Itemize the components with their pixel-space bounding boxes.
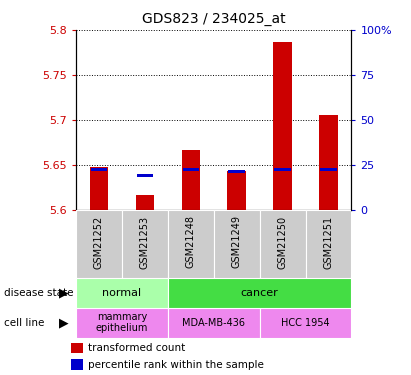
Text: GSM21249: GSM21249 [232, 215, 242, 268]
Text: percentile rank within the sample: percentile rank within the sample [88, 360, 263, 369]
Text: disease state: disease state [4, 288, 74, 297]
Bar [260, 308, 351, 338]
Text: transformed count: transformed count [88, 343, 185, 352]
Bar [122, 210, 168, 278]
Text: mammary
epithelium: mammary epithelium [96, 312, 148, 333]
Bar [229, 170, 245, 172]
Text: HCC 1954: HCC 1954 [281, 318, 330, 327]
Text: GSM21250: GSM21250 [277, 215, 288, 268]
Bar [168, 210, 214, 278]
Bar [91, 168, 107, 171]
Bar [168, 278, 351, 308]
Bar [76, 210, 122, 278]
Text: cancer: cancer [241, 288, 279, 297]
Text: MDA-MB-436: MDA-MB-436 [182, 318, 245, 327]
Bar [76, 308, 168, 338]
Bar [305, 210, 351, 278]
Text: normal: normal [102, 288, 141, 297]
Bar [214, 210, 260, 278]
Text: cell line: cell line [4, 318, 44, 327]
Bar [320, 168, 337, 171]
Bar [274, 168, 291, 171]
Bar [260, 210, 305, 278]
Title: GDS823 / 234025_at: GDS823 / 234025_at [142, 12, 286, 26]
Text: GSM21253: GSM21253 [140, 215, 150, 268]
Bar [136, 195, 154, 210]
Bar [71, 359, 83, 370]
Bar [136, 174, 153, 177]
Text: GSM21248: GSM21248 [186, 215, 196, 268]
Bar [76, 278, 168, 308]
Bar [273, 42, 292, 210]
Text: ▶: ▶ [59, 286, 69, 299]
Bar [90, 167, 108, 210]
Bar [227, 171, 246, 210]
Bar [182, 168, 199, 171]
Text: GSM21251: GSM21251 [323, 215, 333, 268]
Text: ▶: ▶ [59, 316, 69, 329]
Bar [71, 343, 83, 352]
Bar [319, 116, 337, 210]
Text: GSM21252: GSM21252 [94, 215, 104, 268]
Bar [182, 150, 200, 210]
Bar [168, 308, 260, 338]
